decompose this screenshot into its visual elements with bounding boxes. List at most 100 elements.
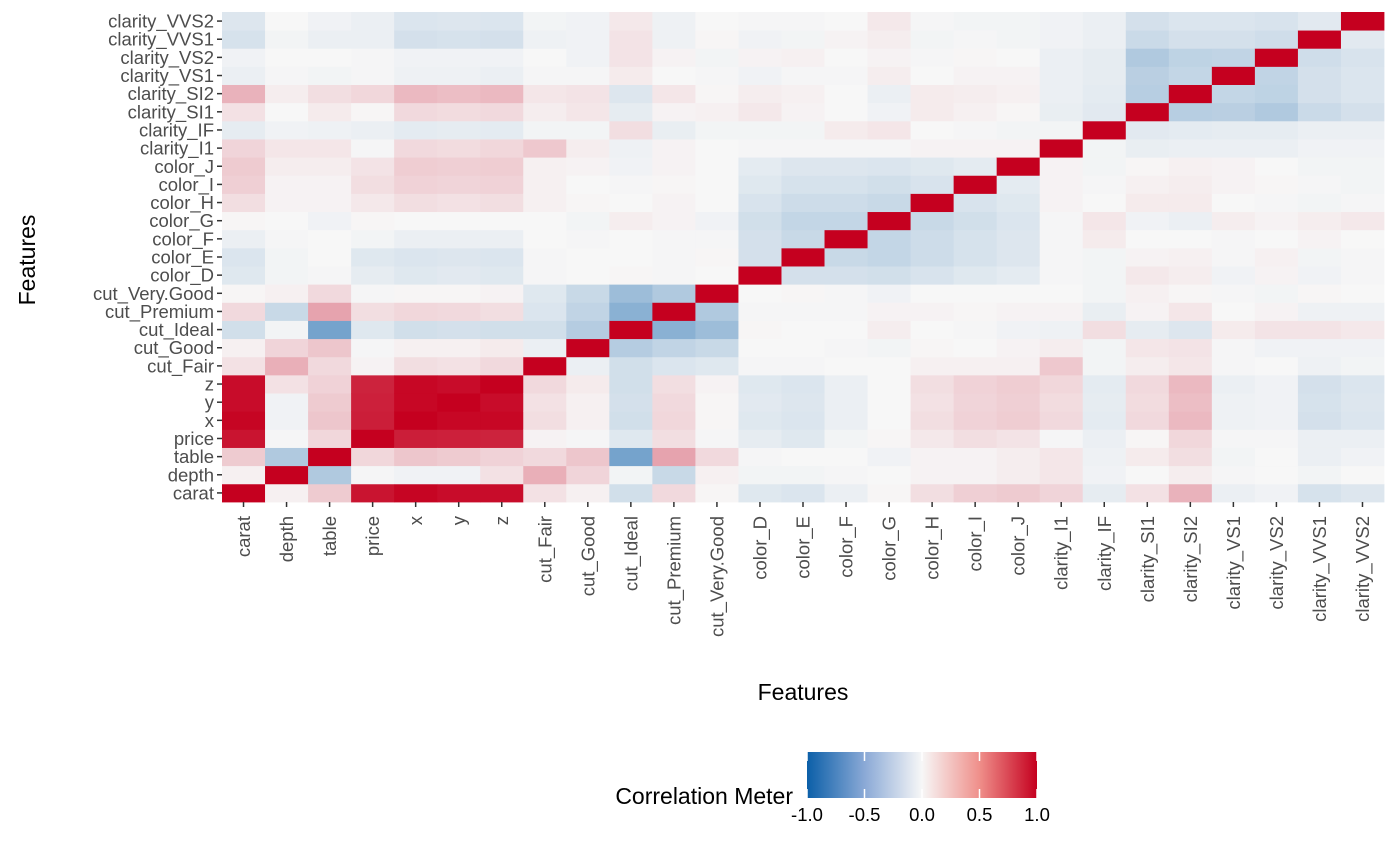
heatmap-cell xyxy=(222,284,266,303)
heatmap-cell xyxy=(394,338,438,358)
heatmap-cell xyxy=(437,320,481,340)
heatmap-cell xyxy=(1125,356,1170,376)
heatmap-cell xyxy=(1125,374,1170,394)
heatmap-cell xyxy=(566,193,610,213)
heatmap-cell xyxy=(652,30,696,49)
heatmap-cell xyxy=(1082,66,1127,85)
heatmap-cell xyxy=(1125,483,1170,503)
heatmap-cell xyxy=(1211,211,1256,231)
heatmap-cell xyxy=(308,193,352,213)
heatmap-cell xyxy=(652,393,696,412)
heatmap-cell xyxy=(1039,393,1084,412)
heatmap-cell xyxy=(781,411,825,430)
x-tick-label: x xyxy=(405,515,426,525)
heatmap-cell xyxy=(308,120,352,140)
heatmap-cell xyxy=(609,465,653,485)
heatmap-cell xyxy=(1168,193,1213,213)
heatmap-cell xyxy=(824,465,868,485)
heatmap-cell xyxy=(1340,139,1385,158)
x-tick-label: cut_Good xyxy=(577,516,599,596)
heatmap-cell xyxy=(308,48,352,67)
heatmap-cell xyxy=(566,356,610,376)
heatmap-cell xyxy=(1125,139,1170,158)
heatmap-cell xyxy=(222,429,266,448)
heatmap-cell xyxy=(222,84,266,104)
heatmap-cell xyxy=(867,247,911,267)
heatmap-cell xyxy=(996,102,1041,122)
y-tick-label: cut_Good xyxy=(134,337,214,359)
heatmap-cell xyxy=(523,157,567,176)
heatmap-cell xyxy=(609,284,653,303)
heatmap-cell xyxy=(738,193,782,213)
heatmap-cell xyxy=(222,393,266,412)
heatmap-cell xyxy=(1340,229,1385,249)
heatmap-cell xyxy=(394,284,438,303)
heatmap-cell xyxy=(1211,193,1256,213)
heatmap-cell xyxy=(437,48,481,67)
heatmap-cell xyxy=(1125,320,1170,340)
heatmap-cell xyxy=(351,338,395,358)
heatmap-cell xyxy=(1125,12,1170,31)
y-tick-label: price xyxy=(174,428,214,449)
heatmap-cell xyxy=(867,193,911,213)
heatmap-cell xyxy=(1125,157,1170,176)
heatmap-cell xyxy=(781,338,825,358)
heatmap-cell xyxy=(1340,102,1385,122)
heatmap-cell xyxy=(308,247,352,267)
heatmap-cell xyxy=(566,483,610,503)
heatmap-cell xyxy=(265,465,309,485)
heatmap-cell xyxy=(953,284,998,303)
heatmap-cell xyxy=(1340,465,1385,485)
heatmap-cell xyxy=(1082,48,1127,67)
heatmap-cell xyxy=(1125,66,1170,85)
heatmap-cell xyxy=(566,284,610,303)
heatmap-cell xyxy=(1168,465,1213,485)
heatmap-cell xyxy=(351,66,395,85)
heatmap-cell xyxy=(566,465,610,485)
heatmap-cell xyxy=(695,229,739,249)
heatmap-cell xyxy=(1211,320,1256,340)
heatmap-cell xyxy=(394,483,438,503)
heatmap-cell xyxy=(609,120,653,140)
heatmap-cell xyxy=(1125,193,1170,213)
heatmap-cell xyxy=(738,302,782,321)
heatmap-cell xyxy=(1211,266,1256,285)
heatmap-cell xyxy=(652,66,696,85)
heatmap-cell xyxy=(824,483,868,503)
heatmap-cell xyxy=(1254,284,1299,303)
heatmap-cell xyxy=(1297,483,1342,503)
heatmap-cell xyxy=(437,302,481,321)
heatmap-cell xyxy=(1297,30,1342,49)
heatmap-cell xyxy=(1297,284,1342,303)
heatmap-cell xyxy=(351,356,395,376)
heatmap-cell xyxy=(910,66,955,85)
heatmap-cell xyxy=(523,139,567,158)
heatmap-cell xyxy=(437,102,481,122)
y-tick-label: clarity_IF xyxy=(139,119,214,141)
heatmap-cell xyxy=(1254,211,1299,231)
y-tick-label: z xyxy=(205,374,214,395)
heatmap-cell xyxy=(1039,483,1084,503)
heatmap-cell xyxy=(437,247,481,267)
heatmap-cell xyxy=(265,30,309,49)
heatmap-cell xyxy=(1297,393,1342,412)
heatmap-cell xyxy=(867,320,911,340)
heatmap-cell xyxy=(308,393,352,412)
y-tick-label: cut_Premium xyxy=(105,301,214,323)
heatmap-cell xyxy=(738,465,782,485)
heatmap-cell xyxy=(867,229,911,249)
heatmap-cell xyxy=(1168,48,1213,67)
heatmap-cell xyxy=(824,429,868,448)
heatmap-cell xyxy=(1039,175,1084,194)
heatmap-cell xyxy=(996,30,1041,49)
heatmap-cell xyxy=(953,139,998,158)
heatmap-cell xyxy=(1168,247,1213,267)
heatmap-cell xyxy=(566,48,610,67)
heatmap-cell xyxy=(523,229,567,249)
heatmap-cell xyxy=(480,175,524,194)
heatmap-cell xyxy=(1039,374,1084,394)
heatmap-cell xyxy=(523,102,567,122)
heatmap-cell xyxy=(609,229,653,249)
heatmap-cell xyxy=(824,193,868,213)
